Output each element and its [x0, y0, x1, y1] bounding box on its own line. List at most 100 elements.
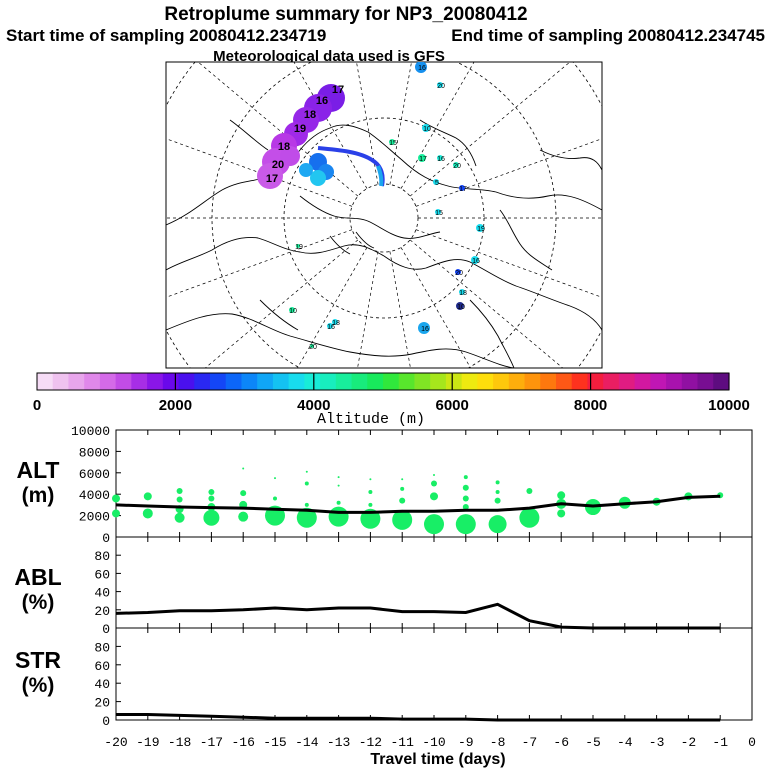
str-ytick-label: 80	[94, 640, 110, 655]
map-cluster-label: 16	[421, 326, 429, 333]
alt-cluster-point	[238, 511, 249, 522]
alt-panel-unit: (m)	[22, 484, 55, 507]
map-cluster-label: 20	[437, 83, 445, 90]
alt-cluster-point	[424, 514, 444, 535]
meridian-line	[166, 138, 353, 207]
map-cluster-label: 16	[327, 324, 335, 331]
alt-cluster-point	[462, 484, 469, 491]
map-cluster-label: 15	[389, 140, 397, 147]
colorbar-cell	[367, 373, 384, 390]
alt-cluster-point	[112, 494, 120, 503]
colorbar-cell	[288, 373, 305, 390]
panel-labels: ALT (m) ABL (%) STR (%)	[14, 457, 61, 697]
colorbar-cell	[383, 373, 400, 390]
alt-cluster-point	[557, 509, 566, 518]
map-cluster-dot	[296, 244, 300, 248]
alt-cluster-point	[462, 495, 469, 502]
alt-cluster-point	[304, 481, 309, 486]
map-cluster-label: 17	[419, 156, 427, 163]
meridian-line	[293, 62, 368, 189]
alt-cluster-point	[328, 506, 349, 527]
plume-cluster-circle	[280, 146, 300, 166]
map-cluster-label: 19	[295, 244, 303, 251]
colorbar-tick-label: 2000	[159, 397, 192, 414]
map-cluster-label: 17	[459, 186, 467, 193]
alt-cluster-point	[274, 477, 276, 480]
alt-cluster-point	[176, 487, 183, 494]
str-line	[116, 713, 721, 722]
map-cluster-dot	[459, 289, 465, 295]
colorbar-cell	[524, 373, 541, 390]
colorbar-ticks: 0 2000 4000 6000 8000 10000	[33, 373, 750, 414]
x-tick-label: -1	[712, 735, 728, 750]
colorbar-label: Altitude (m)	[317, 411, 425, 428]
alt-cluster-point	[208, 495, 215, 502]
map-cluster-label: 18	[459, 290, 467, 297]
alt-cluster-point	[337, 476, 340, 479]
map-cluster-dot	[437, 155, 443, 161]
x-tick-label: -19	[136, 735, 159, 750]
map-cluster-dot	[455, 269, 461, 275]
alt-cluster-point	[433, 473, 435, 476]
colorbar-cell	[508, 373, 526, 390]
alt-cluster-point	[203, 509, 220, 526]
colorbar-cell	[414, 373, 431, 390]
map-cluster-label: 15	[435, 210, 443, 217]
alt-cluster-point	[495, 490, 500, 495]
map-cluster-label: 19	[477, 226, 485, 233]
alt-cluster-point	[142, 508, 153, 519]
meridian-line	[400, 62, 475, 189]
alt-cluster-point	[368, 502, 373, 507]
alt-cluster-point	[399, 497, 406, 504]
map-cluster-dot	[327, 323, 333, 329]
map-cluster-dot	[418, 154, 426, 162]
colorbar-cell	[131, 373, 148, 390]
colorbar-cell	[84, 373, 101, 390]
map-cluster-label: 16	[437, 156, 445, 163]
colorbar-cell	[666, 373, 683, 390]
colorbar-cell	[162, 373, 180, 390]
colorbar-cell	[540, 373, 557, 390]
map-cluster-dot	[422, 124, 430, 132]
meridian-line	[389, 251, 411, 368]
meridian-line	[415, 138, 602, 207]
colorbar-frame	[36, 372, 730, 391]
colorbar-cell	[445, 373, 463, 390]
alt-cluster-point	[208, 489, 215, 496]
alt-cluster-point	[273, 496, 277, 501]
alt-ytick-label: 6000	[79, 467, 110, 482]
colorbar-cell	[147, 373, 164, 390]
colorbar-cell	[697, 373, 714, 390]
alt-ytick-label: 8000	[79, 445, 110, 460]
colorbar-cell	[304, 373, 321, 390]
x-tick-label: -3	[649, 735, 665, 750]
str-panel: 0 20 40 60 80	[94, 627, 753, 729]
map-cluster-label: 10	[457, 304, 465, 311]
colorbar-cell	[556, 373, 573, 390]
trajectory-tail	[376, 165, 384, 187]
abl-line	[115, 602, 721, 630]
map-cluster-label: 18	[278, 141, 290, 153]
meridian-line	[204, 239, 359, 368]
colorbar-cell	[351, 373, 368, 390]
colorbar-cell	[650, 373, 667, 390]
coastlines	[166, 119, 602, 368]
meridian-line	[296, 247, 368, 368]
colorbar-cell	[272, 373, 290, 390]
alt-cluster-point	[176, 496, 183, 503]
alt-cluster-point	[304, 502, 309, 507]
meridian-line	[409, 239, 564, 368]
map-cluster-label: 19	[294, 123, 306, 135]
abl-panel-unit: (%)	[22, 591, 55, 614]
plume-cluster-circle	[257, 163, 283, 189]
colorbar-tick-label: 4000	[297, 397, 330, 414]
str-panel-label: STR	[15, 647, 61, 673]
str-panel-unit: (%)	[22, 674, 55, 697]
x-axis-title: Travel time (days)	[370, 751, 505, 768]
x-tick-label: -14	[295, 735, 319, 750]
abl-panel-frame	[115, 536, 753, 629]
